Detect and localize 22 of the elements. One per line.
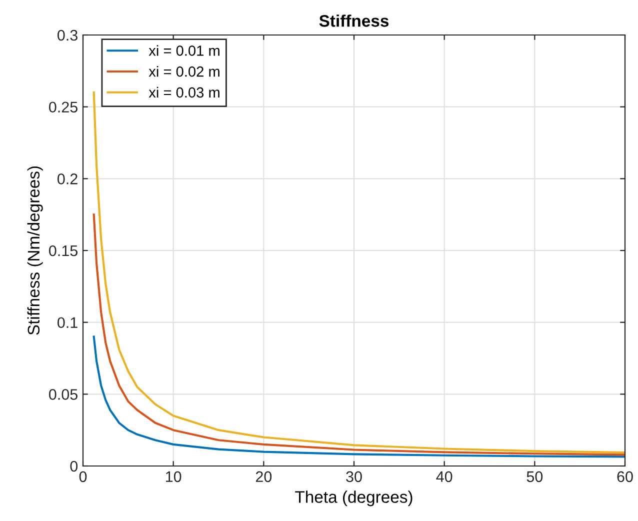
line-series xyxy=(92,214,625,456)
x-tick-label: 10 xyxy=(166,471,182,482)
y-tick-label: 0.1 xyxy=(58,317,78,328)
y-tick-label: 0.05 xyxy=(49,389,78,400)
x-axis-title: Theta (degrees) xyxy=(295,490,412,506)
line-series xyxy=(92,336,625,458)
x-tick-label: 0 xyxy=(79,471,87,482)
y-tick-label: 0.25 xyxy=(49,102,78,113)
y-tick-label: 0.3 xyxy=(58,30,78,41)
x-tick-label: 60 xyxy=(617,471,633,482)
legend-label: xi = 0.01 m xyxy=(148,45,220,56)
legend-label: xi = 0.03 m xyxy=(148,86,220,98)
x-tick-label: 50 xyxy=(526,471,543,482)
y-tick-label: 0.2 xyxy=(58,174,78,184)
legend-label: xi = 0.02 m xyxy=(148,66,220,77)
x-tick-label: 40 xyxy=(436,471,452,482)
chart-title: Stiffness xyxy=(319,14,389,27)
x-tick-label: 30 xyxy=(346,471,362,482)
y-axis-title: Stiffness (Nm/degrees) xyxy=(27,166,43,335)
y-tick-label: 0 xyxy=(70,460,78,472)
x-tick-label: 20 xyxy=(256,471,272,482)
y-tick-label: 0.15 xyxy=(49,245,78,256)
